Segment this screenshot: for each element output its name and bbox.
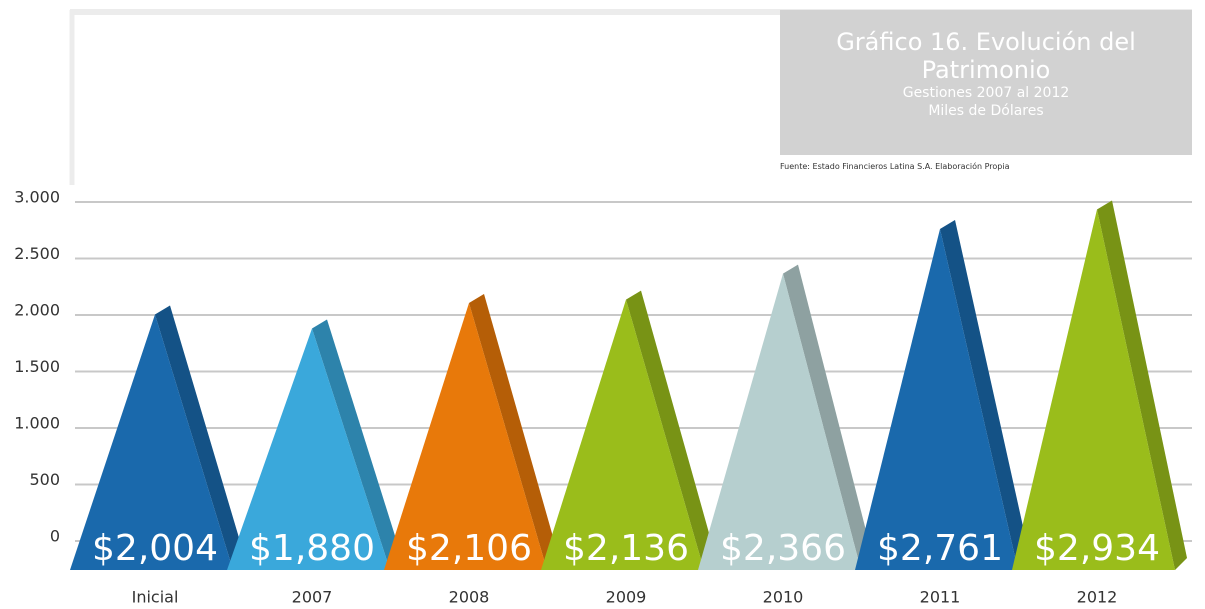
bar: [855, 229, 1018, 570]
bar-side: [940, 220, 1030, 570]
bar-side: [1097, 200, 1187, 570]
x-tick-label: 2010: [763, 588, 804, 607]
bar: [1012, 209, 1175, 570]
value-label: $2,934: [1034, 528, 1160, 569]
bar: [227, 328, 390, 570]
x-tick-label: 2011: [920, 588, 961, 607]
bar-side: [783, 264, 873, 570]
bar: [384, 303, 547, 570]
y-tick-label: 2.000: [14, 301, 60, 320]
bar: [541, 299, 704, 570]
bar-side-shade: [940, 220, 1030, 570]
y-tick-label: 3.000: [14, 188, 60, 207]
bar-side: [469, 294, 559, 570]
bar: [70, 314, 233, 570]
bar-side-shade: [469, 294, 559, 570]
bar-side-shade: [312, 319, 402, 570]
y-tick-label: 0: [50, 527, 60, 546]
bar-side: [626, 290, 716, 570]
y-tick-label: 2.500: [14, 244, 60, 263]
unit: Miles de Dólares: [928, 103, 1044, 119]
chart-title: Gráfico 16. Evolución del Patrimonio: [836, 28, 1136, 84]
x-tick-label: 2012: [1077, 588, 1118, 607]
bar: [698, 273, 861, 570]
value-label: $2,106: [406, 528, 532, 569]
value-label: $2,136: [563, 528, 689, 569]
bar-side: [312, 319, 402, 570]
source: Fuente: Estado Financieros Latina S.A. E…: [780, 162, 1010, 171]
bar-side-shade: [155, 305, 245, 570]
y-tick-label: 1.500: [14, 357, 60, 376]
y-tick-label: 500: [29, 470, 60, 489]
title-box: Gráfico 16. Evolución del Patrimonio Ges…: [780, 10, 1192, 155]
x-tick-label: 2007: [292, 588, 333, 607]
x-tick-label: Inicial: [132, 588, 179, 607]
value-label: $2,004: [92, 528, 218, 569]
bar-side: [155, 305, 245, 570]
value-label: $2,366: [720, 528, 846, 569]
value-label: $2,761: [877, 528, 1003, 569]
x-tick-label: 2008: [449, 588, 490, 607]
bar-side-shade: [783, 264, 873, 570]
y-tick-label: 1.000: [14, 414, 60, 433]
bar-side-shade: [1097, 200, 1187, 570]
bar-side-shade: [626, 290, 716, 570]
subtitle: Gestiones 2007 al 2012: [902, 85, 1070, 101]
value-label: $1,880: [249, 528, 375, 569]
x-tick-label: 2009: [606, 588, 647, 607]
